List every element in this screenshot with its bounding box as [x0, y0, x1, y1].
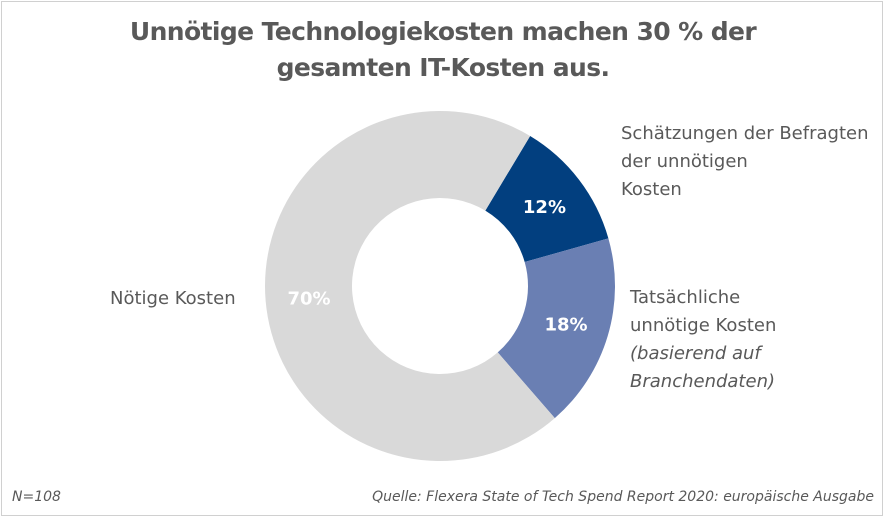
title-line-1: Unnötige Technologiekosten machen 30 % d…: [129, 17, 757, 46]
label-line: Tatsächliche: [630, 287, 741, 308]
chart-title: Unnötige Technologiekosten machen 30 % d…: [0, 14, 886, 86]
slice-data-label: 18%: [544, 315, 587, 336]
label-line: Schätzungen der Befragten: [621, 123, 869, 144]
donut-slice: [265, 111, 555, 461]
donut-slice: [497, 238, 615, 419]
label-estimated-unnecessary: Schätzungen der Befragten der unnötigen …: [621, 120, 869, 204]
label-line: (basierend auf: [630, 343, 761, 364]
slice-data-label: 70%: [287, 288, 330, 309]
label-line: der unnötigen: [621, 151, 748, 172]
label-line: Kosten: [621, 179, 682, 200]
label-needed-costs: Nötige Kosten: [110, 288, 236, 309]
slice-data-label: 12%: [523, 197, 566, 218]
source-note: Quelle: Flexera State of Tech Spend Repo…: [372, 489, 874, 505]
sample-size: N=108: [12, 489, 61, 505]
label-line: unnötige Kosten: [630, 315, 777, 336]
label-actual-unnecessary: Tatsächliche unnötige Kosten (basierend …: [630, 284, 776, 396]
label-line: Branchendaten): [630, 371, 775, 392]
title-line-2: gesamten IT-Kosten aus.: [276, 53, 610, 82]
donut-slice: [485, 135, 609, 263]
